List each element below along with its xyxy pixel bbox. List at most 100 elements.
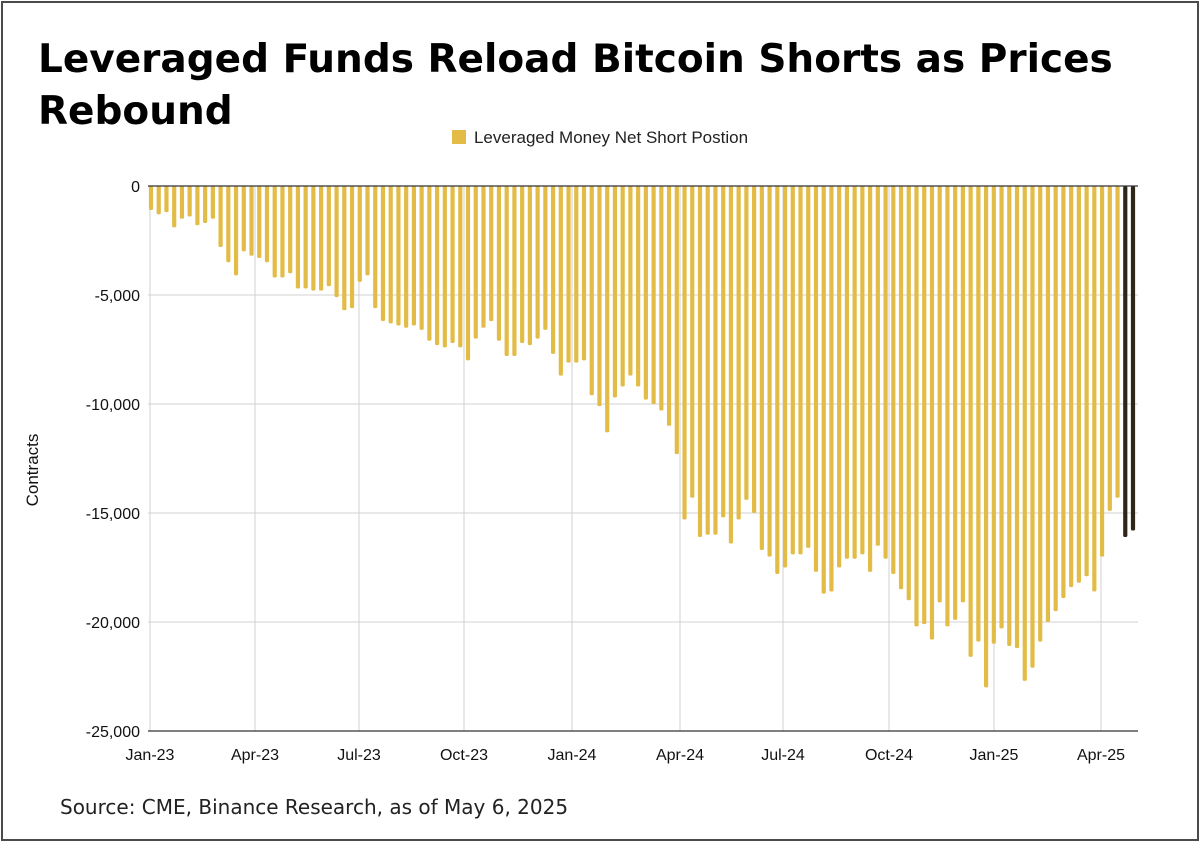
bar (1123, 186, 1128, 537)
bar (1092, 186, 1097, 592)
bar (983, 186, 989, 688)
bar (597, 186, 602, 407)
bar (1115, 186, 1120, 498)
bar (922, 186, 927, 625)
bar (527, 186, 532, 346)
bar (280, 186, 285, 278)
x-tick-label: Jan-24 (548, 747, 597, 764)
bar (411, 186, 416, 326)
bar (566, 186, 571, 363)
bar (736, 186, 741, 520)
bar (860, 186, 865, 555)
bar (906, 186, 911, 601)
bar (179, 186, 185, 219)
bar (233, 186, 239, 276)
bar (520, 186, 525, 343)
bar (326, 186, 331, 287)
x-tick-label: Oct-23 (440, 747, 488, 764)
bar (164, 186, 169, 213)
x-tick-label: Apr-24 (656, 747, 704, 764)
bar (728, 186, 734, 544)
bar (868, 186, 873, 572)
bar (210, 186, 215, 219)
x-tick-label: Jan-25 (970, 747, 1019, 764)
bar (605, 186, 610, 433)
x-tick-label: Jul-24 (761, 747, 805, 764)
bar (504, 186, 509, 357)
bar (264, 186, 270, 263)
bar (713, 186, 718, 535)
bar (682, 186, 687, 520)
bar (1038, 186, 1043, 642)
bar (620, 186, 625, 387)
chart-title: Leveraged Funds Reload Bitcoin Shorts as… (38, 37, 1113, 134)
legend-swatch (451, 130, 466, 144)
x-tick-label: Oct-24 (865, 747, 913, 764)
bar (311, 186, 316, 291)
bar (550, 186, 556, 354)
y-axis-title: Contracts (23, 434, 42, 507)
bar (172, 186, 177, 228)
bar (543, 186, 548, 330)
x-tick-label: Jan-23 (126, 747, 175, 764)
bar (852, 186, 857, 559)
bar (365, 186, 370, 276)
bar (1061, 186, 1066, 599)
bar (380, 186, 386, 322)
x-tick-label: Apr-25 (1077, 747, 1125, 764)
bar (589, 186, 594, 396)
bar (968, 186, 973, 657)
bar (1084, 186, 1089, 577)
bar (226, 186, 231, 263)
bar (929, 186, 935, 640)
bar (636, 186, 641, 387)
bar (999, 186, 1004, 629)
bar (837, 186, 842, 568)
bar (512, 186, 517, 357)
bar (782, 186, 788, 568)
bar (373, 186, 378, 309)
bar (883, 186, 888, 559)
bar (628, 186, 633, 376)
bar (1107, 186, 1112, 511)
bar (651, 186, 656, 404)
bar (914, 186, 919, 627)
bar (535, 186, 540, 339)
bar (1053, 186, 1058, 612)
bar (674, 186, 679, 455)
bar (156, 186, 161, 215)
bar (481, 186, 486, 328)
legend-label: Leveraged Money Net Short Postion (473, 128, 749, 147)
bar (388, 186, 393, 324)
bar (458, 186, 463, 348)
y-tick-label: -20,000 (86, 615, 140, 632)
bar (798, 186, 803, 555)
bar (342, 186, 347, 311)
bar (489, 186, 494, 322)
bar (767, 186, 772, 557)
bar (148, 186, 154, 210)
bar (976, 186, 981, 642)
bar (195, 186, 200, 226)
y-tick-label: -5,000 (95, 288, 140, 305)
bar (752, 186, 757, 513)
y-tick-label: -10,000 (86, 397, 140, 414)
bar (203, 186, 208, 224)
bar (945, 186, 950, 627)
bar (303, 186, 308, 289)
bar (898, 186, 904, 590)
bar (721, 186, 726, 518)
bar (790, 186, 795, 555)
y-tick-label: -15,000 (86, 506, 140, 523)
bar (442, 186, 447, 348)
bar (241, 186, 246, 252)
bar (1045, 186, 1051, 622)
bar (744, 186, 749, 500)
bar (334, 186, 339, 298)
bar (1007, 186, 1012, 646)
bar (272, 186, 277, 278)
bar (465, 186, 471, 361)
chart-legend: Leveraged Money Net Short Postion (0, 128, 1200, 148)
bar (1014, 186, 1020, 649)
